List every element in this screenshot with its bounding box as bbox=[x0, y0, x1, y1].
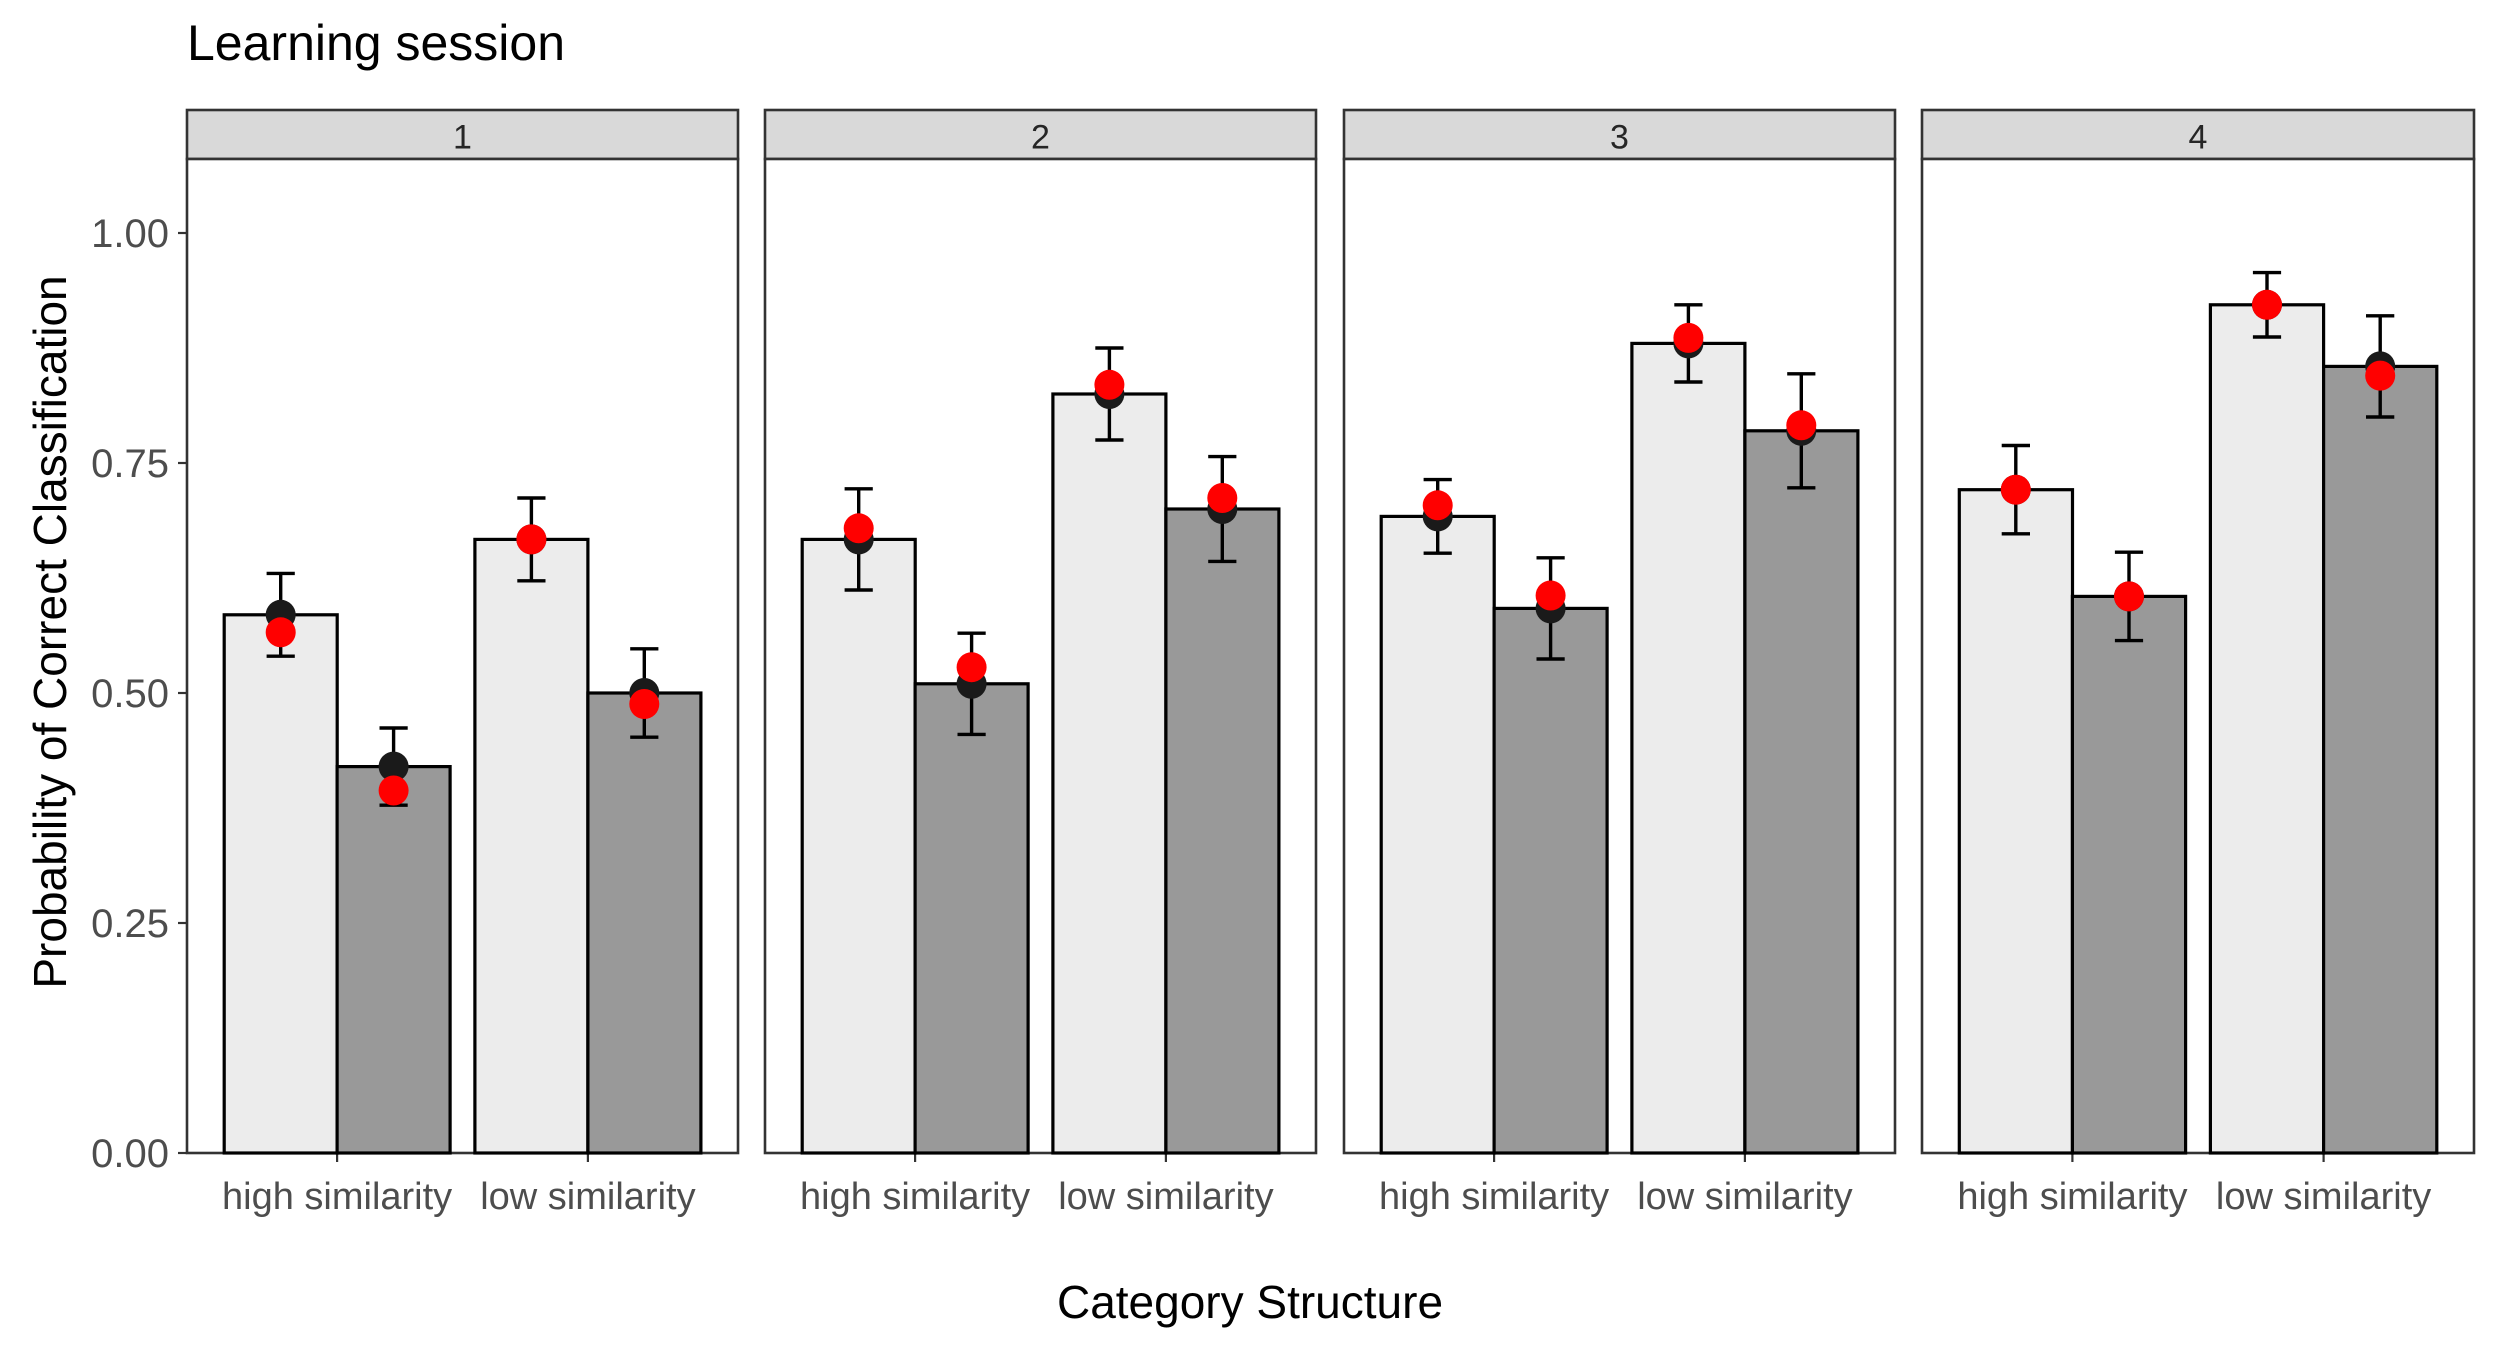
svg-text:1: 1 bbox=[453, 119, 472, 157]
svg-text:0.25: 0.25 bbox=[91, 902, 169, 946]
svg-text:low similarity: low similarity bbox=[2216, 1176, 2431, 1218]
svg-text:low similarity: low similarity bbox=[1058, 1176, 1273, 1218]
svg-text:low similarity: low similarity bbox=[1637, 1176, 1852, 1218]
svg-text:2: 2 bbox=[1031, 119, 1050, 157]
svg-text:1.00: 1.00 bbox=[91, 212, 169, 256]
svg-text:0.00: 0.00 bbox=[91, 1132, 169, 1176]
svg-text:0.75: 0.75 bbox=[91, 442, 169, 486]
svg-text:high similarity: high similarity bbox=[1379, 1176, 1609, 1218]
svg-text:high similarity: high similarity bbox=[800, 1176, 1030, 1218]
svg-text:4: 4 bbox=[2189, 119, 2208, 157]
svg-text:high similarity: high similarity bbox=[1957, 1176, 2187, 1218]
svg-text:3: 3 bbox=[1610, 119, 1629, 157]
svg-text:low similarity: low similarity bbox=[480, 1176, 695, 1218]
svg-text:0.50: 0.50 bbox=[91, 672, 169, 716]
svg-text:high similarity: high similarity bbox=[222, 1176, 452, 1218]
